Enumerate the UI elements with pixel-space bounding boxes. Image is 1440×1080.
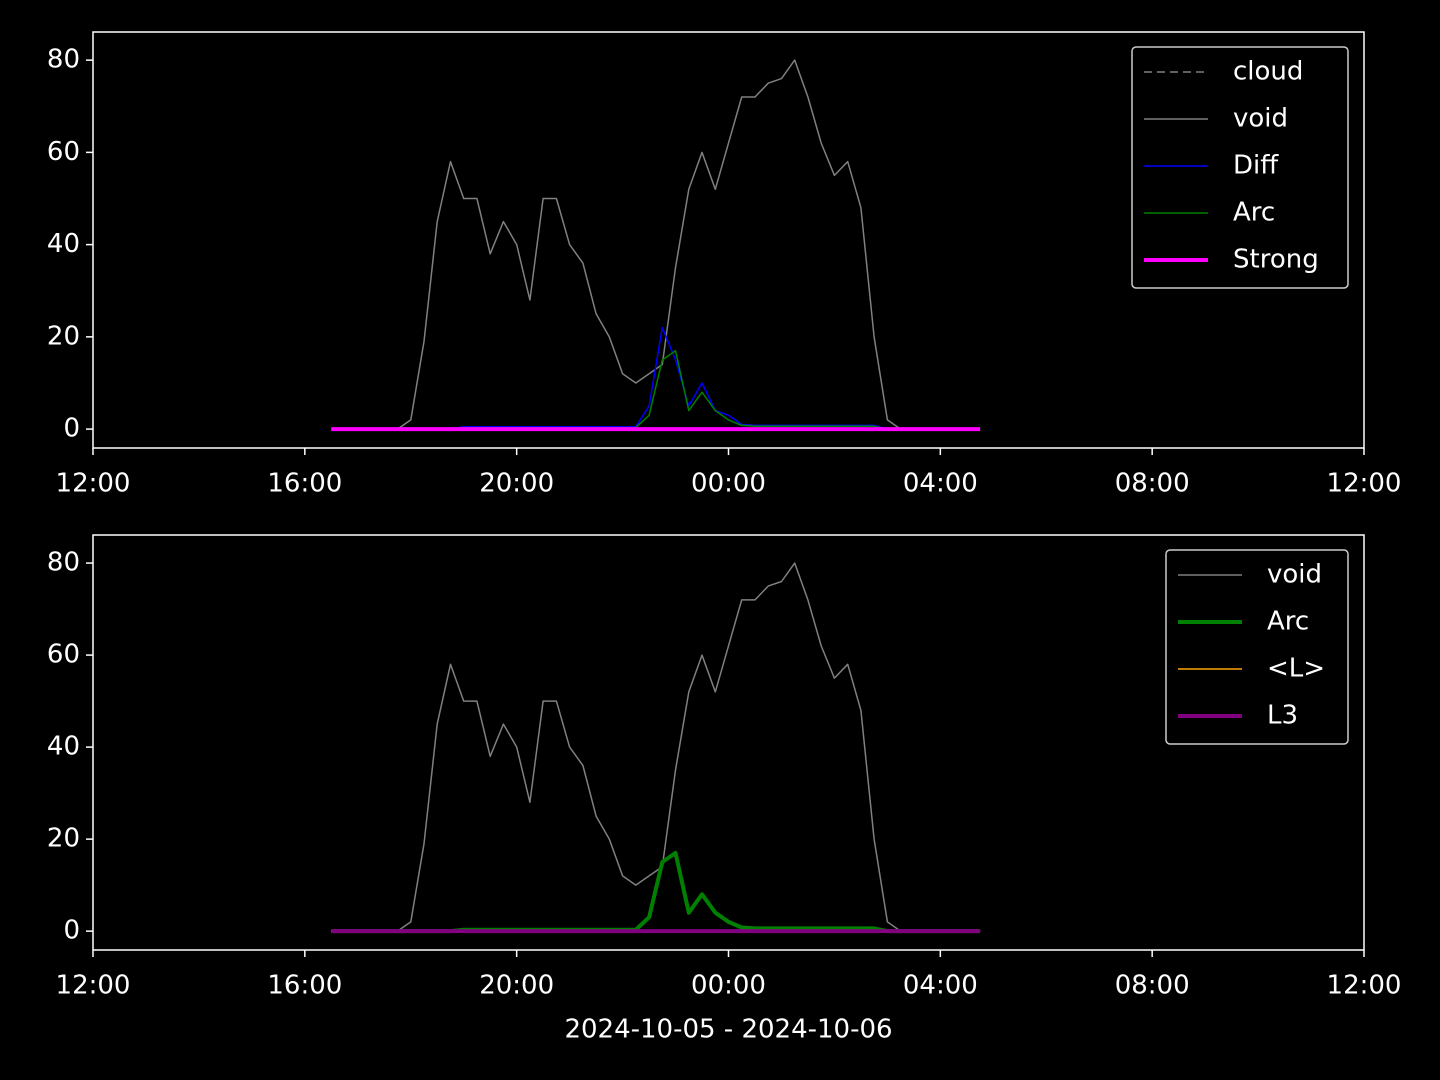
x-tick-label: 20:00 bbox=[479, 971, 554, 1001]
x-tick-label: 04:00 bbox=[903, 469, 978, 499]
y-tick-label: 80 bbox=[47, 45, 80, 75]
x-tick-label: 08:00 bbox=[1115, 971, 1190, 1001]
x-tick-label: 00:00 bbox=[691, 971, 766, 1001]
legend-label: Arc bbox=[1233, 198, 1275, 228]
y-tick-label: 20 bbox=[47, 824, 80, 854]
y-tick-label: 60 bbox=[47, 137, 80, 167]
series-line bbox=[331, 562, 981, 932]
y-tick-label: 0 bbox=[63, 414, 80, 444]
y-tick-label: 0 bbox=[63, 916, 80, 946]
legend-label: cloud bbox=[1233, 57, 1303, 87]
legend-label: void bbox=[1233, 104, 1288, 134]
y-tick-label: 80 bbox=[47, 548, 80, 578]
legend-label: <L> bbox=[1267, 654, 1325, 684]
x-tick-label: 20:00 bbox=[479, 469, 554, 499]
x-tick-label: 12:00 bbox=[1327, 971, 1402, 1001]
x-tick-label: 08:00 bbox=[1115, 469, 1190, 499]
x-tick-label: 12:00 bbox=[56, 469, 131, 499]
y-tick-label: 60 bbox=[47, 640, 80, 670]
legend-label: void bbox=[1267, 560, 1322, 590]
axes-frame bbox=[92, 31, 1365, 449]
x-axis-label: 2024-10-05 - 2024-10-06 bbox=[564, 1015, 892, 1045]
legend-box bbox=[1165, 549, 1349, 745]
legend-box bbox=[1131, 46, 1349, 289]
y-tick-label: 40 bbox=[47, 732, 80, 762]
x-tick-label: 00:00 bbox=[691, 469, 766, 499]
x-tick-label: 04:00 bbox=[903, 971, 978, 1001]
y-tick-label: 40 bbox=[47, 229, 80, 259]
x-tick-label: 16:00 bbox=[267, 971, 342, 1001]
legend-label: Diff bbox=[1233, 151, 1279, 181]
x-tick-label: 16:00 bbox=[267, 469, 342, 499]
y-tick-label: 20 bbox=[47, 321, 80, 351]
legend-label: L3 bbox=[1267, 701, 1298, 731]
axes-frame bbox=[92, 534, 1365, 951]
legend-label: Strong bbox=[1233, 245, 1319, 275]
x-tick-label: 12:00 bbox=[1327, 469, 1402, 499]
legend-label: Arc bbox=[1267, 607, 1309, 637]
x-tick-label: 12:00 bbox=[56, 971, 131, 1001]
